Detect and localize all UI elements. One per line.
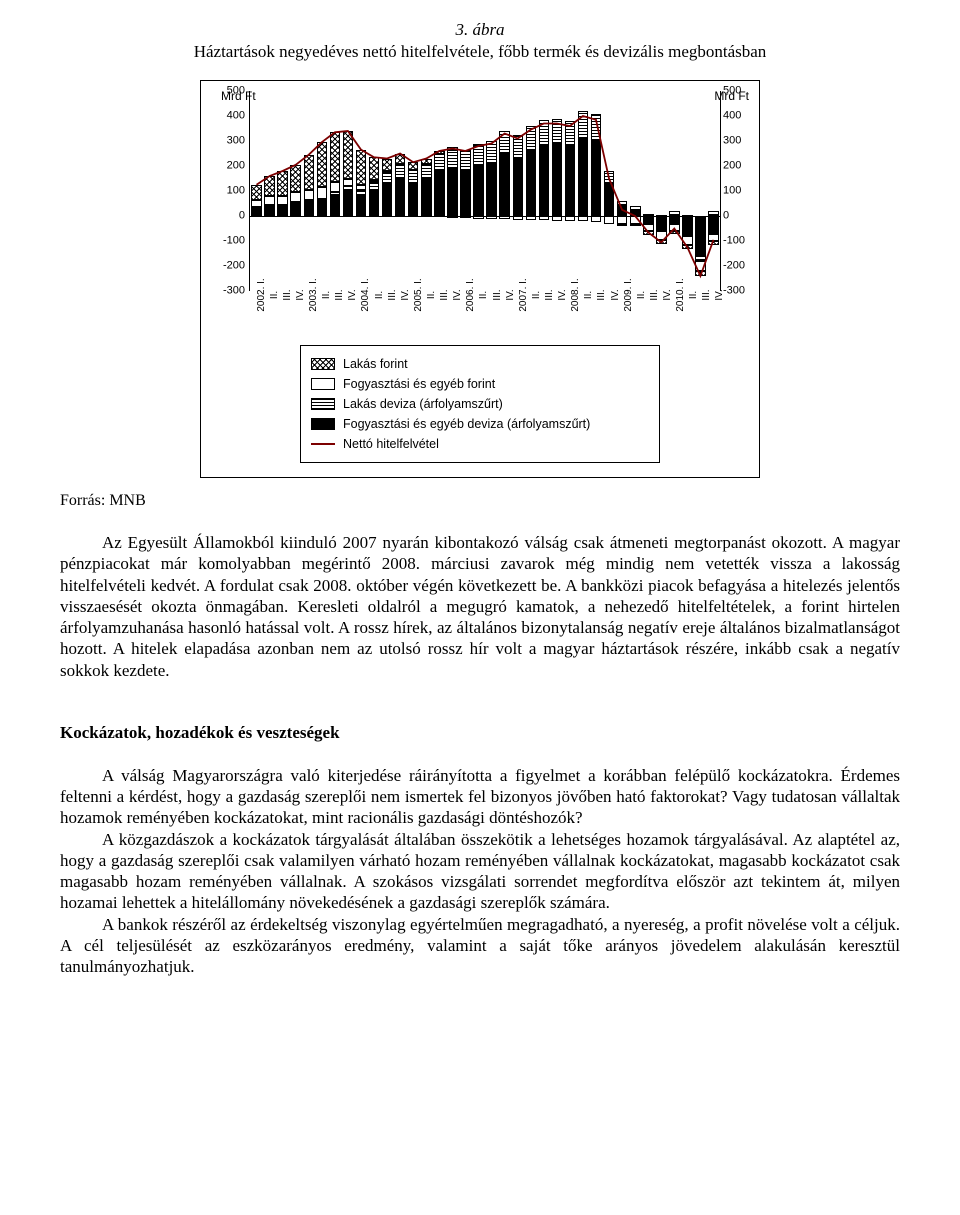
y-tick-label: -300	[723, 286, 753, 297]
y-tick-label: 300	[723, 136, 753, 147]
y-tick-label: 400	[211, 111, 245, 122]
body-paragraph-3: A közgazdászok a kockázatok tárgyalását …	[60, 829, 900, 914]
plot-region	[249, 91, 721, 291]
section-heading: Kockázatok, hozadékok és veszteségek	[60, 723, 900, 743]
legend-line-icon	[311, 443, 335, 445]
y-tick-label: -100	[723, 236, 753, 247]
y-axis-left: 5004003002001000-100-200-300	[211, 91, 245, 291]
y-axis-right: 5004003002001000-100-200-300	[723, 91, 753, 291]
legend-swatch-icon	[311, 398, 335, 410]
y-tick-label: -200	[211, 261, 245, 272]
x-axis-labels: 2002. I.II.III.IV.2003. I.II.III.IV.2004…	[249, 291, 721, 337]
legend-item-fogy-forint: Fogyasztási és egyéb forint	[311, 374, 649, 394]
y-tick-label: 400	[723, 111, 753, 122]
legend-label: Fogyasztási és egyéb deviza (árfolyamszű…	[343, 414, 590, 434]
y-tick-label: 200	[723, 161, 753, 172]
net-line	[250, 91, 720, 291]
y-tick-label: 0	[723, 211, 753, 222]
y-tick-label: 500	[211, 86, 245, 97]
y-tick-label: 500	[723, 86, 753, 97]
legend-item-net: Nettó hitelfelvétel	[311, 434, 649, 454]
chart-container: Mrd Ft Mrd Ft 5004003002001000-100-200-3…	[200, 80, 760, 478]
y-tick-label: 100	[723, 186, 753, 197]
body-paragraph-4: A bankok részéről az érdekeltség viszony…	[60, 914, 900, 978]
legend-label: Nettó hitelfelvétel	[343, 434, 439, 454]
y-tick-label: 200	[211, 161, 245, 172]
figure-number: 3. ábra	[60, 20, 900, 40]
y-tick-label: 0	[211, 211, 245, 222]
legend-item-lakas-deviza: Lakás deviza (árfolyamszűrt)	[311, 394, 649, 414]
source-line: Forrás: MNB	[60, 492, 900, 510]
legend-label: Lakás forint	[343, 354, 408, 374]
legend-swatch-icon	[311, 358, 335, 370]
y-tick-label: -200	[723, 261, 753, 272]
legend-swatch-icon	[311, 378, 335, 390]
body-paragraph-1: Az Egyesült Államokból kiinduló 2007 nya…	[60, 532, 900, 681]
x-tick-label: IV.	[714, 289, 725, 300]
figure-title: Háztartások negyedéves nettó hitelfelvét…	[60, 42, 900, 62]
y-tick-label: 300	[211, 136, 245, 147]
chart-plot-area: Mrd Ft Mrd Ft 5004003002001000-100-200-3…	[249, 91, 721, 321]
legend: Lakás forint Fogyasztási és egyéb forint…	[300, 345, 660, 463]
legend-label: Lakás deviza (árfolyamszűrt)	[343, 394, 503, 414]
legend-swatch-icon	[311, 418, 335, 430]
legend-item-fogy-deviza: Fogyasztási és egyéb deviza (árfolyamszű…	[311, 414, 649, 434]
legend-item-lakas-forint: Lakás forint	[311, 354, 649, 374]
legend-label: Fogyasztási és egyéb forint	[343, 374, 495, 394]
y-tick-label: -100	[211, 236, 245, 247]
y-tick-label: 100	[211, 186, 245, 197]
body-paragraph-2: A válság Magyarországra való kiterjedése…	[60, 765, 900, 829]
y-tick-label: -300	[211, 286, 245, 297]
